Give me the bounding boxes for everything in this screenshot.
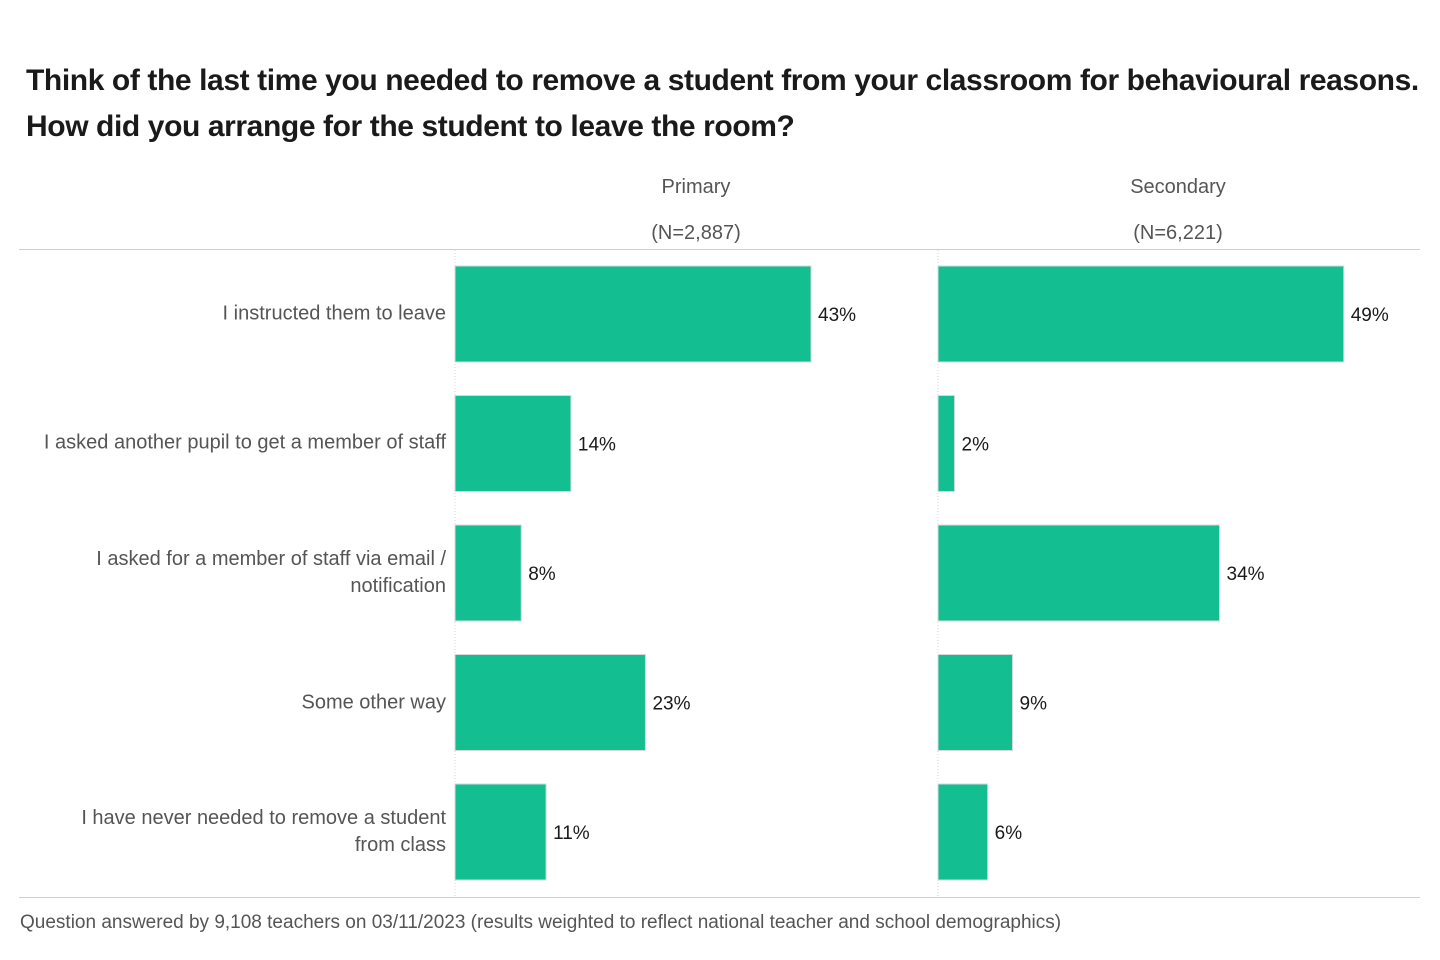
data-label-primary-2: 8% [528, 564, 556, 585]
panel-header-secondary: Secondary [1130, 176, 1226, 198]
data-label-primary-3: 23% [652, 694, 690, 715]
data-label-primary-1: 14% [578, 435, 616, 456]
panel-n-primary: (N=2,887) [651, 222, 741, 244]
bar-secondary-1 [937, 395, 956, 492]
chart-title: Think of the last time you needed to rem… [26, 64, 1419, 143]
category-label: I asked another pupil to get a member of… [43, 431, 446, 454]
bar-secondary-3 [937, 654, 1014, 751]
data-label-secondary-3: 9% [1020, 694, 1048, 715]
data-label-primary-4: 11% [553, 823, 590, 844]
bar-primary-4 [454, 783, 547, 881]
category-label: I instructed them to leave [222, 302, 446, 325]
bar-primary-3 [454, 654, 646, 751]
bar-secondary-2 [937, 524, 1221, 622]
category-label: I asked for a member of staff via email … [96, 548, 446, 597]
header-divider [19, 249, 1420, 250]
data-label-secondary-2: 34% [1227, 564, 1265, 585]
bar-secondary-4 [937, 783, 989, 881]
bar-primary-0 [454, 265, 812, 363]
panel-n-secondary: (N=6,221) [1133, 222, 1223, 244]
bar-primary-2 [454, 524, 522, 622]
bar-primary-1 [454, 395, 572, 492]
data-label-secondary-0: 49% [1351, 305, 1389, 326]
category-label: I have never needed to remove a student … [81, 807, 446, 856]
data-label-secondary-1: 2% [962, 435, 990, 456]
data-label-primary-0: 43% [818, 305, 856, 326]
panel-header-primary: Primary [661, 176, 731, 198]
data-label-secondary-4: 6% [995, 823, 1023, 844]
footnote: Question answered by 9,108 teachers on 0… [20, 912, 1062, 933]
footer-divider [19, 897, 1420, 898]
bar-secondary-0 [937, 265, 1345, 363]
category-label: Some other way [301, 691, 446, 714]
